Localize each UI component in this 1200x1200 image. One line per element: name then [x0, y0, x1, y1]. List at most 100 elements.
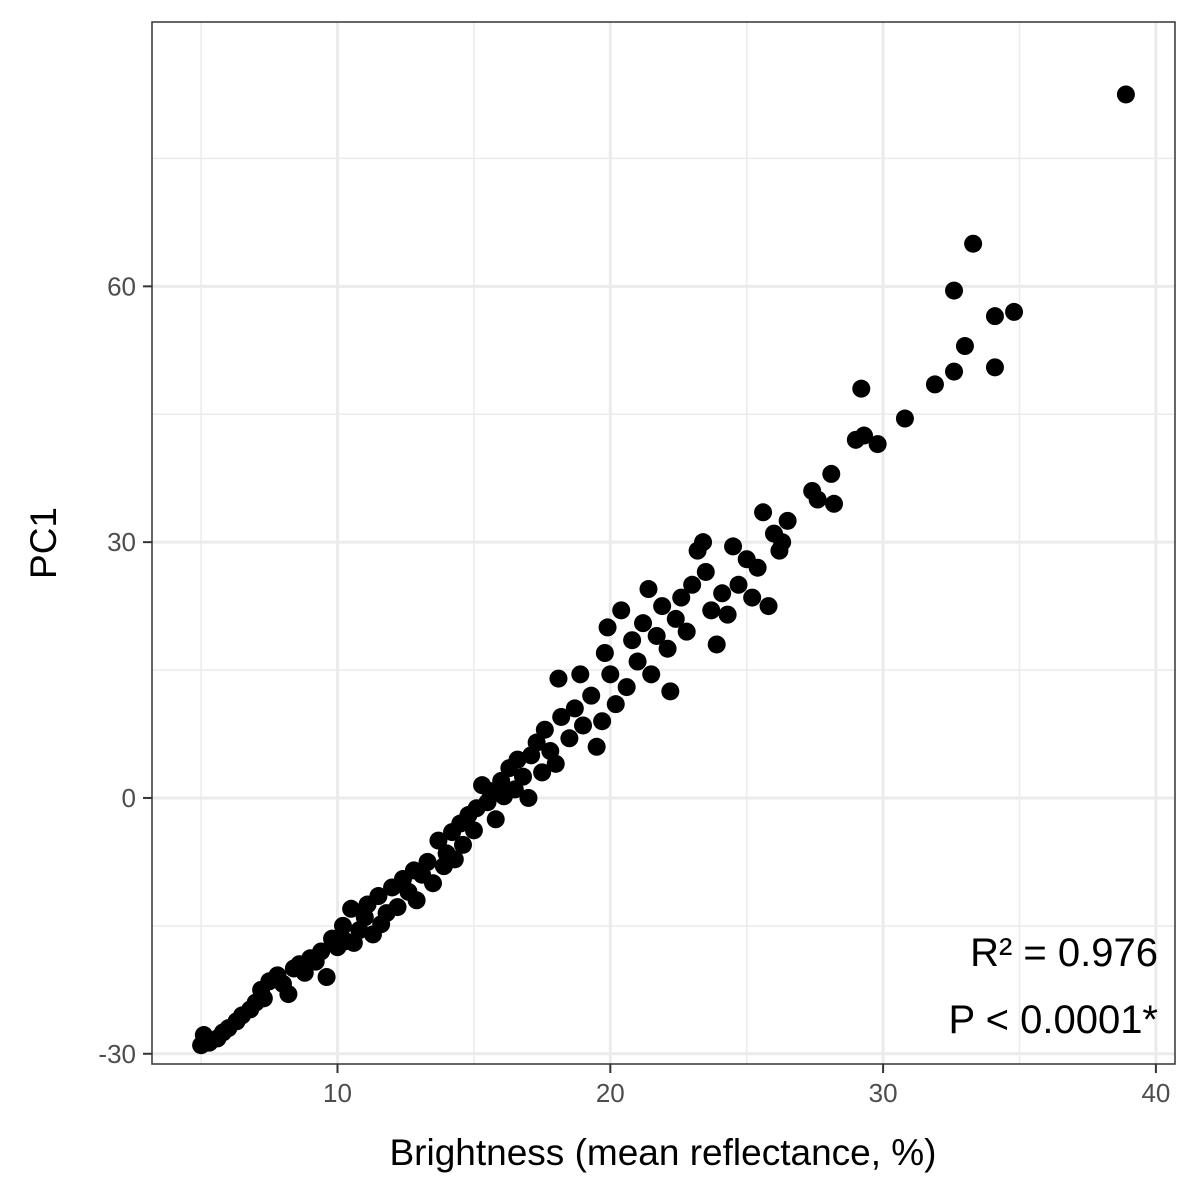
data-point: [552, 707, 571, 726]
data-point: [549, 669, 568, 688]
data-point: [508, 750, 527, 769]
data-point: [718, 605, 737, 624]
y-tick-label: 0: [122, 783, 136, 813]
data-point: [279, 985, 298, 1004]
data-point: [634, 614, 653, 633]
data-point: [574, 716, 593, 735]
data-point: [312, 942, 331, 961]
data-point: [388, 898, 407, 917]
data-point: [658, 639, 677, 658]
x-axis-title: Brightness (mean reflectance, %): [389, 1132, 936, 1173]
data-point: [423, 874, 442, 893]
data-point: [317, 968, 336, 987]
data-point: [964, 234, 983, 253]
data-point: [754, 503, 773, 522]
data-point: [445, 850, 464, 869]
data-point: [707, 635, 726, 654]
data-point: [535, 720, 554, 739]
data-point: [595, 643, 614, 662]
data-point: [639, 580, 658, 599]
x-tick-label: 30: [869, 1078, 898, 1108]
data-point: [702, 601, 721, 620]
data-point: [514, 767, 533, 786]
data-point: [770, 541, 789, 560]
data-point: [925, 375, 944, 394]
data-point: [694, 533, 713, 552]
data-point: [333, 916, 352, 935]
axis-ticks: [143, 285, 1157, 1073]
y-tick-label: -30: [98, 1039, 136, 1069]
y-tick-label: 30: [107, 527, 136, 557]
data-point: [825, 494, 843, 513]
data-point: [945, 362, 964, 381]
data-point: [628, 652, 647, 671]
major-gridlines: [152, 22, 1175, 1064]
data-point: [593, 712, 612, 731]
data-point: [342, 899, 361, 918]
data-points: [192, 85, 1135, 1055]
data-point: [653, 597, 672, 616]
data-point: [464, 821, 483, 840]
data-point: [822, 464, 841, 483]
data-point: [868, 435, 887, 454]
data-point: [759, 597, 778, 616]
data-point: [606, 695, 625, 714]
data-point: [945, 281, 964, 300]
axis-tick-labels: 10 20 30 40 -30 0 30 60: [98, 271, 1170, 1108]
data-point: [672, 588, 691, 607]
data-point: [666, 609, 685, 628]
data-point: [677, 622, 696, 641]
data-point: [661, 682, 680, 701]
data-point: [855, 426, 874, 445]
x-tick-label: 10: [323, 1078, 352, 1108]
data-point: [505, 780, 524, 799]
data-point: [560, 729, 579, 748]
data-point: [955, 337, 974, 356]
data-point: [985, 307, 1004, 326]
data-point: [617, 678, 636, 697]
data-point: [582, 686, 601, 705]
data-point: [985, 358, 1004, 377]
data-point: [1005, 302, 1024, 321]
data-point: [808, 490, 827, 509]
data-point: [683, 575, 702, 594]
data-point: [612, 601, 631, 620]
data-point: [418, 852, 437, 871]
data-point: [623, 631, 642, 650]
data-point: [527, 733, 546, 752]
data-point: [895, 409, 914, 428]
data-point: [492, 771, 511, 790]
data-point: [571, 665, 590, 684]
data-point: [565, 699, 584, 718]
data-point: [194, 1026, 213, 1045]
data-point: [1116, 85, 1135, 104]
data-point: [598, 618, 617, 637]
data-point: [713, 584, 732, 603]
data-point: [533, 763, 552, 782]
data-point: [601, 665, 620, 684]
data-point: [696, 562, 715, 581]
data-point: [486, 810, 505, 829]
data-point: [647, 626, 666, 645]
data-point: [724, 537, 743, 556]
data-point: [546, 754, 565, 773]
data-point: [743, 588, 762, 607]
data-point: [429, 831, 448, 850]
data-point: [407, 891, 426, 910]
data-point: [729, 575, 748, 594]
data-point: [587, 737, 606, 756]
data-point: [642, 665, 661, 684]
data-point: [778, 511, 797, 530]
y-axis-title: PC1: [23, 507, 64, 579]
data-point: [519, 788, 538, 807]
x-tick-label: 40: [1141, 1078, 1170, 1108]
p-value-annotation: P < 0.0001*: [949, 998, 1158, 1042]
data-point: [748, 558, 767, 577]
y-tick-label: 60: [107, 271, 136, 301]
data-point: [852, 379, 871, 398]
x-tick-label: 20: [596, 1078, 625, 1108]
data-point: [369, 887, 388, 906]
r-squared-annotation: R² = 0.976: [970, 931, 1158, 975]
